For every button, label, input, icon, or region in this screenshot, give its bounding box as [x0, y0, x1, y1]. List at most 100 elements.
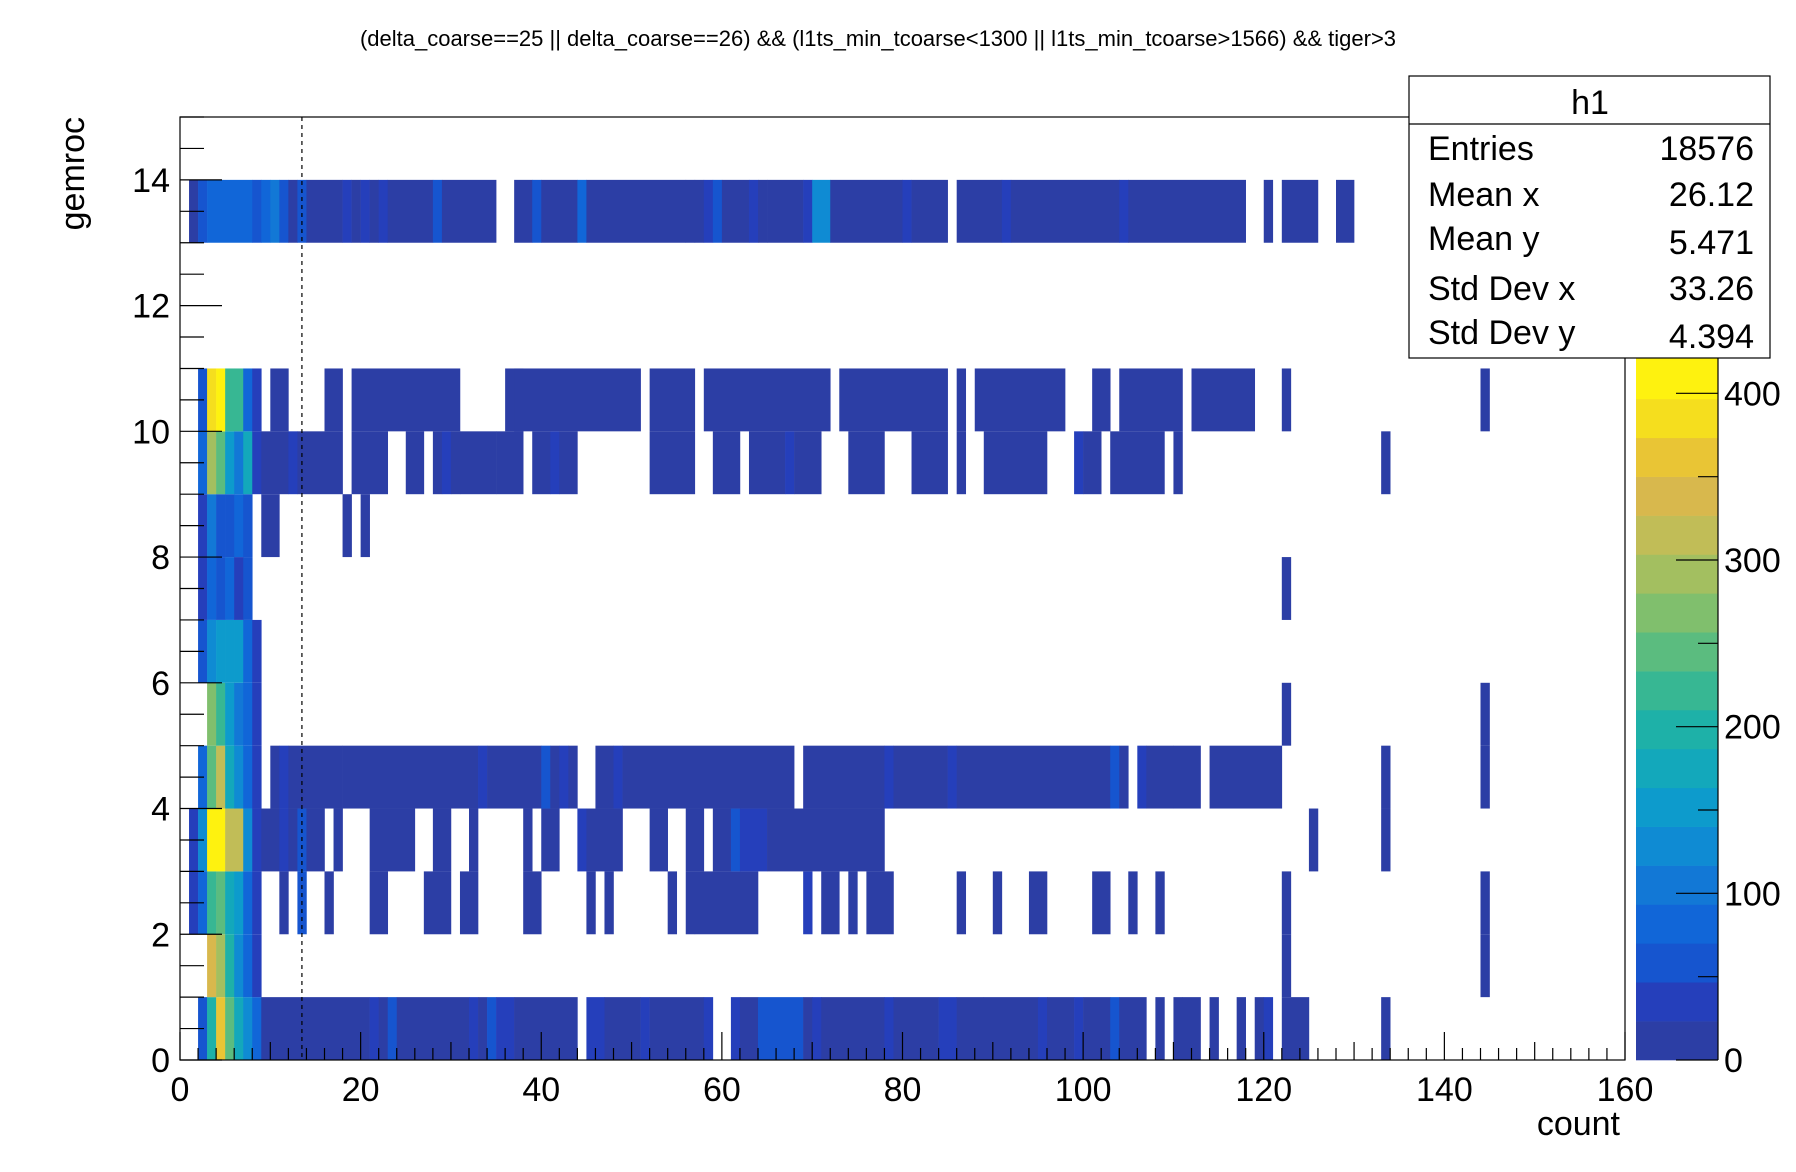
heatmap-cell	[983, 431, 1048, 495]
heatmap-cell	[360, 179, 370, 243]
heatmap-cell	[478, 997, 488, 1060]
heatmap-cell	[1028, 871, 1048, 935]
heatmap-cell	[225, 997, 235, 1060]
heatmap-cell	[405, 431, 425, 495]
heatmap-cell	[279, 871, 289, 935]
heatmap-cell	[523, 871, 542, 935]
heatmap-cell	[712, 808, 732, 872]
y-tick-label: 6	[151, 665, 170, 703]
heatmap-cell	[550, 431, 560, 495]
heatmap-cell	[1480, 871, 1490, 935]
heatmap-cell	[279, 808, 289, 872]
heatmap-cell	[351, 368, 461, 432]
heatmap-cell	[1381, 745, 1391, 809]
heatmap-cell	[378, 997, 389, 1060]
heatmap-cell	[559, 431, 578, 495]
heatmap-cell	[739, 808, 768, 872]
palette-tick-label: 0	[1724, 1042, 1743, 1080]
heatmap-cell	[1074, 997, 1084, 1060]
heatmap-cell	[252, 682, 262, 746]
heatmap-cell	[1119, 997, 1147, 1060]
palette-swatch	[1636, 943, 1718, 983]
heatmap-cell	[216, 494, 226, 558]
heatmap-cell	[216, 871, 226, 935]
heatmap-cell	[288, 745, 343, 809]
heatmap-cell	[207, 871, 217, 935]
heatmap-cell	[207, 745, 217, 809]
heatmap-cell	[586, 871, 596, 935]
heatmap-cell	[1155, 871, 1165, 935]
x-tick-label: 120	[1235, 1071, 1292, 1109]
heatmap-cell	[369, 871, 389, 935]
heatmap-cell	[243, 934, 253, 998]
heatmap-cell	[866, 871, 894, 935]
heatmap-cell	[1263, 997, 1274, 1060]
heatmap-cell	[243, 682, 253, 746]
heatmap-cell	[541, 179, 578, 243]
y-tick-label: 4	[151, 791, 170, 829]
heatmap-cell	[559, 745, 569, 809]
heatmap-cell	[279, 745, 289, 809]
chart-title: (delta_coarse==25 || delta_coarse==26) &…	[360, 26, 1396, 51]
heatmap-cell	[532, 179, 542, 243]
heatmap-cell	[947, 745, 957, 809]
heatmap-cell	[586, 997, 605, 1060]
heatmap-cell	[333, 808, 343, 872]
heatmap-cell	[1047, 997, 1075, 1060]
x-tick-label: 20	[342, 1071, 380, 1109]
palette-swatch	[1636, 1021, 1718, 1061]
heatmap-cell	[884, 997, 894, 1060]
heatmap-cell	[1128, 871, 1138, 935]
heatmap-cell	[703, 179, 714, 243]
heatmap-cell	[748, 431, 786, 495]
heatmap-cell	[974, 368, 1066, 432]
heatmap-cell	[207, 431, 217, 495]
heatmap-cell	[803, 745, 885, 809]
heatmap-cell	[1308, 808, 1319, 872]
x-tick-label: 160	[1597, 1071, 1654, 1109]
heatmap-cell	[1336, 179, 1355, 243]
heatmap-cell	[450, 431, 461, 495]
heatmap-cell	[667, 871, 678, 935]
heatmap-cell	[234, 619, 244, 683]
palette-swatch	[1636, 554, 1718, 594]
heatmap-cell	[207, 934, 217, 998]
heatmap-cell	[577, 808, 587, 872]
heatmap-cell	[956, 871, 967, 935]
heatmap-cell	[234, 934, 244, 998]
heatmap-cell	[243, 808, 253, 872]
x-tick-label: 0	[171, 1071, 190, 1109]
heatmap-cell	[243, 494, 253, 558]
heatmap-cell	[1480, 682, 1490, 746]
heatmap-cell	[234, 871, 244, 935]
heatmap-cell	[216, 619, 226, 683]
y-tick-label: 2	[151, 916, 170, 954]
heatmap-cell	[243, 368, 253, 432]
heatmap-cell	[234, 745, 244, 809]
stats-label-entries: Entries	[1428, 130, 1534, 168]
heatmap-cell	[1110, 431, 1165, 495]
heatmap-cell	[369, 997, 379, 1060]
stats-value-entries: 18576	[1659, 130, 1754, 168]
heatmap-cell	[306, 808, 325, 872]
heatmap-cell	[1480, 745, 1490, 809]
heatmap-cell	[207, 619, 217, 683]
heatmap-cell	[225, 808, 244, 872]
heatmap-cell	[216, 934, 226, 998]
palette-swatch	[1636, 826, 1718, 866]
heatmap-cell	[252, 368, 262, 432]
heatmap-cell	[1209, 745, 1283, 809]
heatmap-cell	[956, 368, 967, 432]
heatmap-cell	[640, 997, 650, 1060]
heatmap-cell	[487, 997, 497, 1060]
heatmap-cell	[270, 368, 289, 432]
heatmap-cell	[234, 682, 244, 746]
heatmap-cell	[1083, 997, 1111, 1060]
heatmap-cell	[441, 431, 452, 495]
heatmap-cell	[514, 997, 578, 1060]
heatmap-cell	[730, 808, 741, 872]
heatmap-cell	[1281, 871, 1292, 935]
heatmap-cell	[1092, 871, 1111, 935]
heatmap-cell	[649, 368, 696, 432]
heatmap-cell	[360, 494, 370, 558]
